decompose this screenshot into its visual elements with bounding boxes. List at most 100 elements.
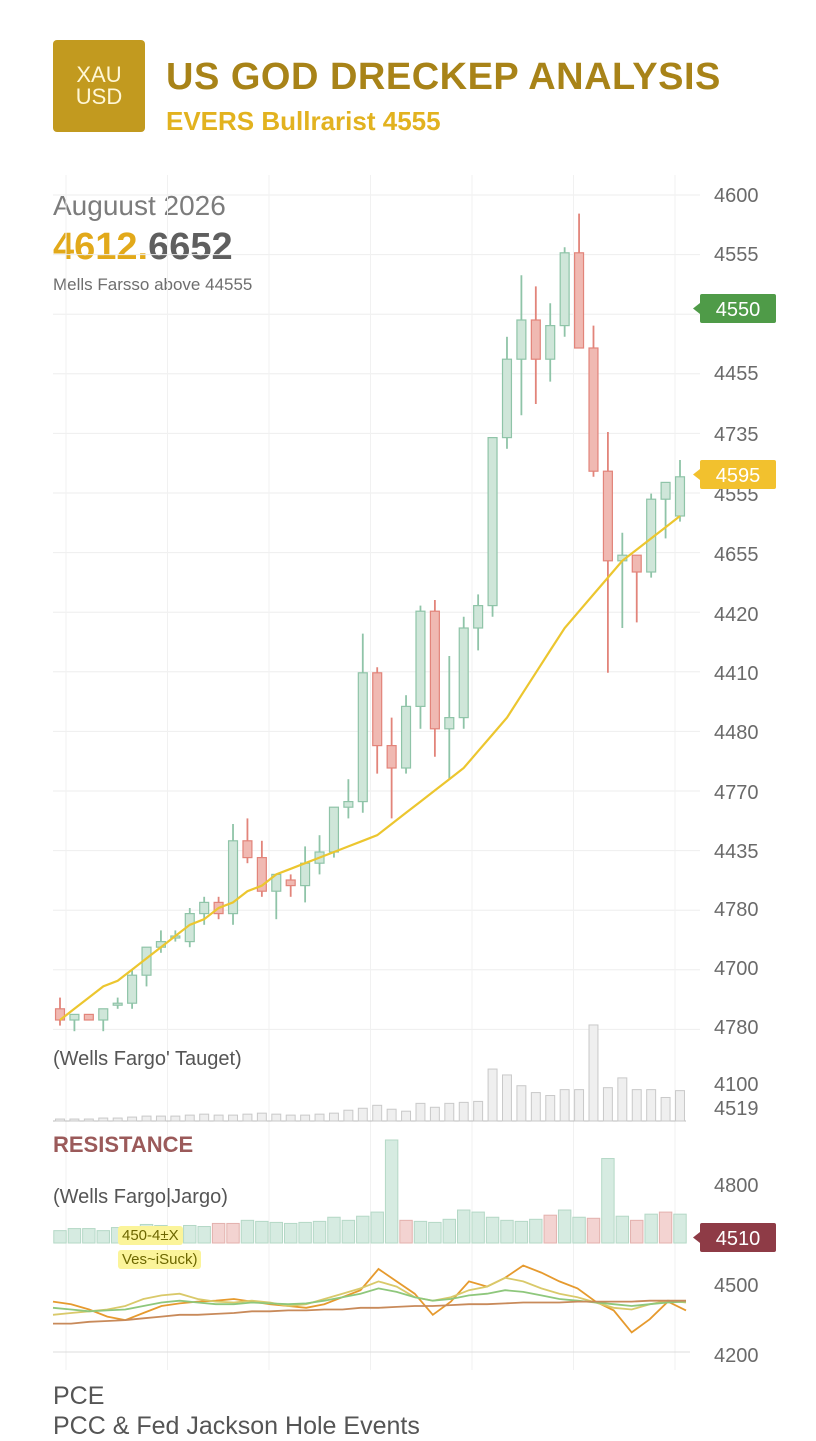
volume-bar: [429, 1106, 440, 1122]
volume2-bar: [370, 1211, 384, 1244]
volume2-bar: [283, 1222, 298, 1244]
axis-tick-labels: 4600 4555 4455 4735 4555 4655 4420 4410 4480 4770…: [714, 185, 759, 1367]
axis-tick-label: 4435: [714, 841, 759, 863]
axis-tick-label: 4655: [714, 544, 759, 566]
volume-bar: [660, 1096, 671, 1122]
axis-tick-label: 4555: [714, 244, 759, 266]
candle-body: [285, 879, 296, 887]
volume2-bar: [471, 1211, 485, 1244]
volume2-bar: [183, 1224, 197, 1244]
axis-tick-label: 4500: [714, 1275, 759, 1297]
volume2-bar: [500, 1219, 514, 1244]
xau-usd-logo: XAU USD: [53, 40, 145, 132]
volume-bar: [473, 1100, 484, 1122]
candle-body: [256, 856, 267, 892]
oscillator-line: [52, 1264, 687, 1334]
price-badge-label: 4550: [716, 299, 761, 321]
price-badge: [700, 460, 776, 489]
volume2-bar: [413, 1220, 428, 1244]
page-title: US GOD DRECKEP ANALYSIS: [166, 56, 721, 98]
price-readout: 4612.6652: [53, 226, 233, 269]
candle-body: [631, 554, 642, 573]
volume-bar: [559, 1089, 570, 1122]
volume-bar: [458, 1101, 469, 1122]
candle-body: [501, 358, 513, 439]
volume2-bar: [356, 1215, 370, 1244]
candle-body: [660, 481, 671, 500]
volume-bar: [69, 1118, 80, 1122]
candle-body: [357, 672, 368, 803]
volume2-bar: [211, 1222, 226, 1244]
candle-body: [372, 672, 383, 747]
price-note: Mells Farsso above 44555: [53, 275, 253, 294]
volume2-bar: [543, 1214, 557, 1244]
volume-bar: [588, 1024, 599, 1122]
axis-tick-label: 4100: [714, 1074, 759, 1096]
volume-bar: [256, 1112, 267, 1122]
volume2-bar: [327, 1216, 341, 1244]
oscillator-line: [52, 1276, 687, 1316]
axis-tick-label: 4455: [714, 363, 759, 385]
volume-bar: [343, 1109, 354, 1122]
candle-body: [473, 604, 484, 629]
footer-line-1: PCE: [53, 1382, 105, 1410]
volume-bar: [271, 1113, 282, 1122]
volume2-bar: [298, 1221, 312, 1244]
volume2-bar: [644, 1213, 658, 1244]
volume2-bar: [586, 1217, 601, 1244]
logo-line-2: USD: [75, 84, 123, 109]
volume-bar: [155, 1115, 166, 1122]
candle-body: [487, 437, 498, 607]
volume2-bar: [53, 1230, 67, 1244]
volume-bar: [242, 1113, 253, 1122]
candle-body: [674, 476, 686, 517]
volume-bar: [675, 1090, 685, 1122]
volume-bars: [53, 1024, 686, 1122]
candle-body: [415, 610, 426, 708]
candle-body: [559, 252, 570, 327]
oscillator-line: [53, 1299, 686, 1325]
volume2-bar: [312, 1220, 327, 1244]
volume2-bar: [428, 1221, 442, 1244]
candle-body: [530, 319, 541, 360]
volume-bar: [98, 1117, 109, 1122]
volume2-bar: [601, 1158, 615, 1244]
volume-bar: [141, 1115, 152, 1122]
volume2-bar: [341, 1219, 356, 1244]
volume-bar: [386, 1108, 397, 1122]
candle-body: [458, 627, 469, 719]
volume2-bar: [226, 1222, 240, 1244]
volume-bar: [545, 1095, 556, 1122]
volume2-bar: [658, 1211, 673, 1244]
volume-bar: [646, 1089, 657, 1122]
volume2-bar: [240, 1219, 255, 1244]
volume-bar: [444, 1102, 455, 1122]
candle-body: [386, 744, 397, 769]
volume2-bar: [557, 1209, 572, 1244]
candle-body: [573, 252, 585, 349]
volume2-bar: [82, 1228, 96, 1244]
volume-bar: [530, 1092, 541, 1122]
volume-bar: [602, 1087, 613, 1122]
axis-tick-label: 4410: [714, 663, 759, 685]
logo-line-1: XAU: [76, 62, 122, 87]
axis-tick-label: 4780: [714, 899, 759, 921]
volume-bar: [228, 1114, 238, 1122]
moving-average-line: [59, 515, 681, 1021]
volume2-bar: [67, 1228, 82, 1244]
highlight-label-2: Ves~iSuck): [118, 1250, 202, 1269]
candle-body: [602, 470, 613, 562]
volume2-bar: [96, 1230, 110, 1244]
volume-bar: [184, 1114, 195, 1122]
volume2-bar: [399, 1219, 413, 1244]
footer-line-2: PCC & Fed Jackson Hole Events: [53, 1412, 420, 1440]
page-subtitle: EVERS Bullrarist 4555: [166, 106, 441, 136]
volume-bar: [55, 1118, 65, 1122]
price-badge-pointer: [693, 1232, 700, 1243]
volume-bar: [487, 1068, 498, 1122]
axis-tick-label: 4800: [714, 1175, 759, 1197]
volume2-bar: [673, 1213, 687, 1244]
range-annotation: (Wells Fargo|Jargo): [53, 1186, 228, 1208]
candle-body: [588, 347, 599, 472]
